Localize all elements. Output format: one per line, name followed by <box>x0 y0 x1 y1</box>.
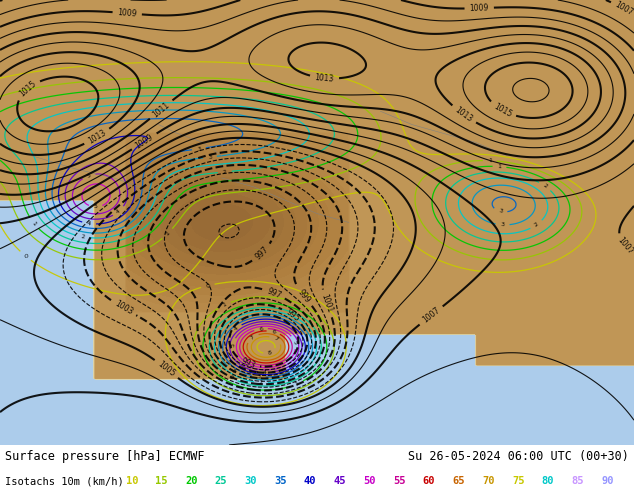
Text: 7: 7 <box>249 335 256 341</box>
Text: 5: 5 <box>86 172 91 178</box>
Text: 15: 15 <box>155 476 168 487</box>
Text: 999: 999 <box>296 288 313 305</box>
Text: 3: 3 <box>208 154 212 160</box>
Text: 1015: 1015 <box>17 79 38 98</box>
Text: 0: 0 <box>205 283 210 289</box>
Text: 1: 1 <box>488 158 492 163</box>
Text: 1009: 1009 <box>134 132 155 150</box>
Text: 4: 4 <box>233 326 239 332</box>
Text: 1: 1 <box>164 230 171 237</box>
Text: 3: 3 <box>230 368 236 374</box>
Text: 997: 997 <box>254 245 270 261</box>
Text: 1005: 1005 <box>156 360 177 379</box>
Text: 3: 3 <box>500 222 505 227</box>
Text: 1011: 1011 <box>151 100 171 119</box>
Text: 35: 35 <box>274 476 287 487</box>
Text: 45: 45 <box>333 476 346 487</box>
Text: 1013: 1013 <box>314 73 334 83</box>
Text: 1: 1 <box>31 220 37 226</box>
Text: 1013: 1013 <box>87 128 108 146</box>
Text: 6: 6 <box>259 326 263 332</box>
Text: 60: 60 <box>423 476 436 487</box>
Text: 6: 6 <box>271 329 276 335</box>
Text: 50: 50 <box>363 476 376 487</box>
Text: 30: 30 <box>245 476 257 487</box>
Text: 2: 2 <box>533 221 540 228</box>
Text: 2: 2 <box>223 169 227 174</box>
Text: 3: 3 <box>498 209 503 214</box>
Text: 7: 7 <box>273 336 279 343</box>
Text: 85: 85 <box>571 476 584 487</box>
Text: 995: 995 <box>284 307 301 323</box>
Text: 1: 1 <box>222 302 228 308</box>
Text: 3: 3 <box>256 374 261 379</box>
Text: 1013: 1013 <box>453 105 474 124</box>
Text: 1007: 1007 <box>421 306 441 325</box>
Text: 997: 997 <box>265 286 282 300</box>
Text: 80: 80 <box>541 476 554 487</box>
Text: 75: 75 <box>512 476 524 487</box>
Text: 5: 5 <box>231 343 236 347</box>
Text: Surface pressure [hPa] ECMWF: Surface pressure [hPa] ECMWF <box>5 450 205 464</box>
Text: 1001: 1001 <box>320 293 334 314</box>
Text: 993: 993 <box>240 357 257 370</box>
Text: 1009: 1009 <box>117 8 137 19</box>
Text: 55: 55 <box>393 476 406 487</box>
Text: 70: 70 <box>482 476 495 487</box>
Text: 5: 5 <box>94 204 98 209</box>
Text: 1003: 1003 <box>113 299 134 317</box>
Text: 8: 8 <box>268 350 273 356</box>
Text: 2: 2 <box>81 234 85 240</box>
Text: 4: 4 <box>263 370 267 375</box>
Text: 25: 25 <box>215 476 227 487</box>
Text: Isotachs 10m (km/h): Isotachs 10m (km/h) <box>5 476 124 487</box>
Text: 2: 2 <box>259 380 263 385</box>
Text: 2: 2 <box>542 183 548 189</box>
Text: 90: 90 <box>601 476 614 487</box>
Text: 1009: 1009 <box>469 3 489 13</box>
Text: 1: 1 <box>294 381 300 387</box>
Text: 20: 20 <box>185 476 197 487</box>
Text: 40: 40 <box>304 476 316 487</box>
Text: 1007: 1007 <box>616 236 634 257</box>
Text: Su 26-05-2024 06:00 UTC (00+30): Su 26-05-2024 06:00 UTC (00+30) <box>408 450 629 464</box>
Text: 1007: 1007 <box>613 0 634 18</box>
Text: 2: 2 <box>228 375 234 381</box>
Text: 3: 3 <box>197 146 201 151</box>
Text: 10: 10 <box>126 476 138 487</box>
Text: 4: 4 <box>87 220 91 226</box>
Text: 0: 0 <box>22 253 29 259</box>
Text: 1: 1 <box>498 164 501 169</box>
Text: 65: 65 <box>453 476 465 487</box>
Text: 1015: 1015 <box>492 102 513 119</box>
Text: 5: 5 <box>292 340 298 345</box>
Text: 4: 4 <box>115 208 122 215</box>
